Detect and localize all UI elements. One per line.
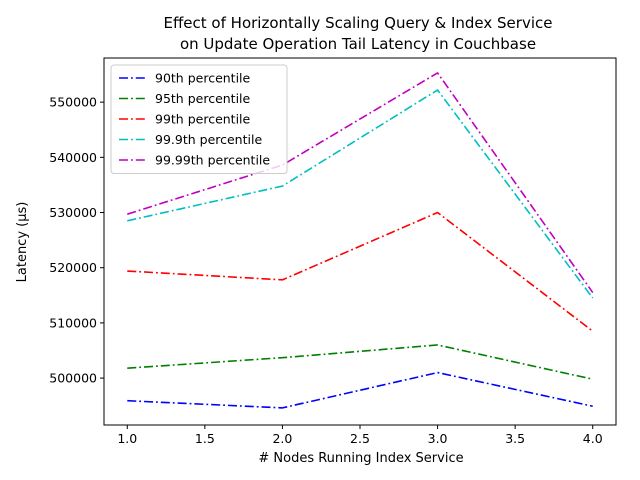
chart-title-line-2: on Update Operation Tail Latency in Couc… [180, 35, 536, 53]
x-tick-label: 1.0 [117, 431, 137, 446]
y-tick-label: 510000 [49, 315, 97, 330]
series-line-1 [127, 371, 593, 409]
legend: 90th percentile 95th percentile 99th perce… [110, 64, 288, 174]
legend-entry: 99.9th percentile [155, 132, 262, 147]
y-tick-label: 530000 [49, 205, 97, 220]
x-tick-label: 2.5 [350, 431, 370, 446]
legend-entry: 99th percentile [155, 112, 251, 127]
x-tick-label: 3.0 [428, 431, 448, 446]
y-tick-label: 540000 [49, 150, 97, 165]
legend-entry: 99.99th percentile [155, 153, 270, 168]
x-tick-label: 4.0 [583, 431, 603, 446]
series-line-5 [127, 72, 594, 294]
y-tick-label: 500000 [49, 371, 97, 386]
y-tick-label: 550000 [49, 95, 97, 110]
series-line-3 [127, 211, 594, 332]
chart-title-line-1: Effect of Horizontally Scaling Query & I… [164, 14, 553, 32]
series-line-4 [127, 89, 594, 299]
x-axis-ticks: 1.0 1.5 2.0 2.5 3.0 3.5 4.0 [117, 425, 603, 446]
legend-entry: 95th percentile [155, 91, 251, 106]
series-line-2 [127, 344, 593, 380]
legend-entry: 90th percentile [155, 71, 251, 86]
x-tick-label: 2.0 [272, 431, 292, 446]
series-layer [127, 72, 594, 409]
legend-box [110, 64, 288, 174]
x-tick-label: 1.5 [195, 431, 215, 446]
y-tick-label: 520000 [49, 260, 97, 275]
y-axis-ticks: 500000 510000 520000 530000 540000 550000 [49, 95, 104, 386]
x-axis-label: # Nodes Running Index Service [258, 451, 463, 466]
x-tick-label: 3.5 [505, 431, 525, 446]
y-axis-label: Latency (µs) [15, 202, 30, 283]
